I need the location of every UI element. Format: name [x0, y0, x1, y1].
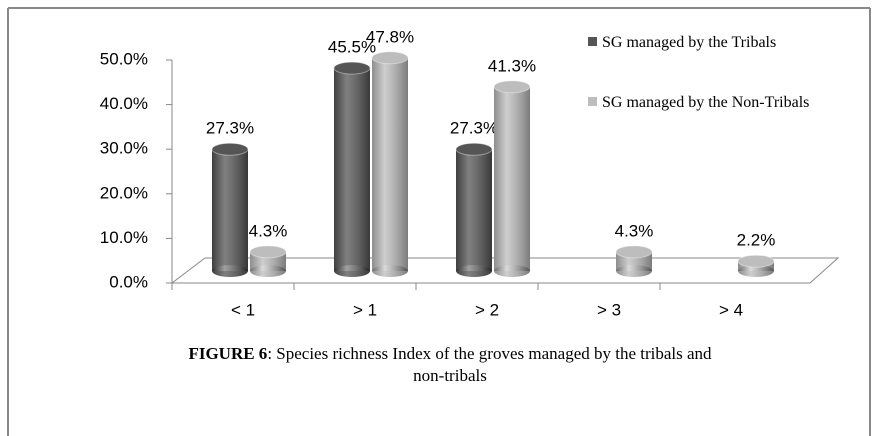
value-label: 27.3%: [450, 119, 498, 138]
bar-top: [737, 254, 775, 268]
bar-top: [615, 245, 653, 259]
value-label: 45.5%: [328, 38, 376, 57]
bar: [249, 245, 287, 277]
y-tick-label: 20.0%: [100, 183, 148, 202]
x-tick-label: > 4: [719, 300, 743, 319]
y-tick-label: 10.0%: [100, 228, 148, 247]
y-tick-label: 50.0%: [100, 49, 148, 68]
legend-swatch: [588, 37, 597, 46]
bar: [371, 51, 409, 277]
bar-shade: [212, 149, 248, 271]
bar-top: [455, 142, 493, 156]
bar-shade: [334, 68, 370, 271]
x-tick-label: < 1: [231, 300, 255, 319]
bar-shade: [494, 86, 530, 271]
caption-label: FIGURE 6: [188, 344, 268, 363]
legend-item: SG managed by the Tribals: [588, 32, 838, 53]
legend-label: SG managed by the Non-Tribals: [602, 94, 810, 111]
value-label: 47.8%: [366, 27, 414, 46]
value-label: 2.2%: [737, 231, 776, 250]
bar: [615, 245, 653, 277]
caption-text: : Species richness Index of the groves m…: [267, 344, 712, 385]
bar-top: [211, 142, 249, 156]
bar-top: [493, 80, 531, 94]
x-tick-label: > 1: [353, 300, 377, 319]
value-label: 41.3%: [488, 56, 536, 75]
bar: [211, 142, 249, 277]
y-tick-label: 30.0%: [100, 139, 148, 158]
bar-top: [333, 61, 371, 75]
bar: [737, 254, 775, 277]
y-tick-label: 0.0%: [109, 272, 148, 291]
legend-label: SG managed by the Tribals: [602, 34, 777, 51]
bar: [493, 80, 531, 277]
x-tick-label: > 2: [475, 300, 499, 319]
bar-shade: [456, 149, 492, 271]
bar: [455, 142, 493, 277]
bar-top: [249, 245, 287, 259]
value-label: 27.3%: [206, 119, 254, 138]
legend-swatch: [588, 97, 597, 106]
bar-shade: [372, 57, 408, 272]
value-label: 4.3%: [615, 221, 654, 240]
bar-top: [371, 51, 409, 65]
x-tick-label: > 3: [597, 300, 621, 319]
caption: FIGURE 6: Species richness Index of the …: [180, 343, 720, 387]
bar: [333, 61, 371, 277]
legend-item: SG managed by the Non-Tribals: [588, 92, 852, 113]
value-label: 4.3%: [249, 221, 288, 240]
y-tick-label: 40.0%: [100, 94, 148, 113]
